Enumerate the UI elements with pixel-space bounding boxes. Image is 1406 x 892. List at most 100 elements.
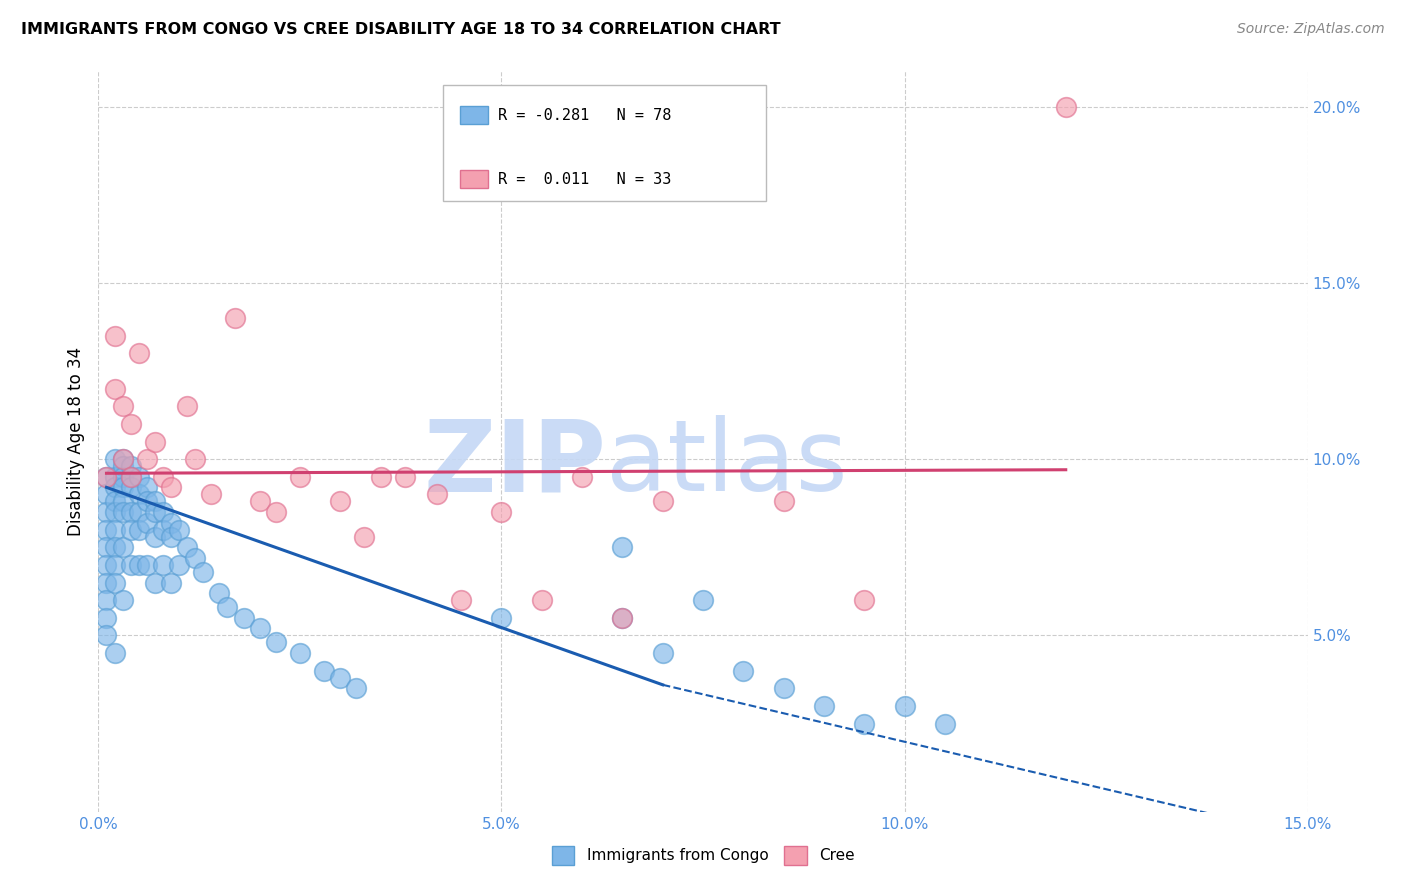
Point bbox=[1054, 100, 1077, 114]
Point bbox=[329, 494, 352, 508]
Point bbox=[96, 628, 118, 642]
Point bbox=[120, 470, 142, 484]
Point bbox=[111, 505, 134, 519]
Point bbox=[217, 600, 239, 615]
Point bbox=[491, 611, 513, 625]
Point bbox=[184, 452, 207, 467]
Point bbox=[651, 646, 673, 660]
Legend: Immigrants from Congo, Cree: Immigrants from Congo, Cree bbox=[546, 840, 860, 871]
Point bbox=[176, 541, 198, 555]
Point bbox=[176, 399, 198, 413]
Point bbox=[184, 550, 207, 565]
Point bbox=[288, 646, 311, 660]
Point bbox=[96, 593, 118, 607]
Point bbox=[96, 541, 118, 555]
Point bbox=[96, 470, 118, 484]
Point bbox=[96, 523, 118, 537]
Point bbox=[692, 593, 714, 607]
Point bbox=[264, 635, 287, 649]
Point bbox=[249, 494, 271, 508]
Point bbox=[530, 593, 553, 607]
Point bbox=[111, 470, 134, 484]
Point bbox=[128, 470, 150, 484]
Point bbox=[152, 558, 174, 572]
Point bbox=[96, 558, 118, 572]
Point bbox=[103, 558, 125, 572]
Point bbox=[934, 716, 956, 731]
Point bbox=[128, 558, 150, 572]
Point bbox=[208, 586, 231, 600]
Point bbox=[111, 452, 134, 467]
Point bbox=[103, 523, 125, 537]
Point bbox=[128, 487, 150, 501]
Point bbox=[612, 611, 634, 625]
Point bbox=[120, 417, 142, 431]
Point bbox=[394, 470, 416, 484]
Point bbox=[103, 541, 125, 555]
Point bbox=[143, 494, 166, 508]
Point bbox=[103, 382, 125, 396]
Point bbox=[853, 593, 876, 607]
Point bbox=[111, 593, 134, 607]
Point bbox=[103, 505, 125, 519]
Point bbox=[103, 328, 125, 343]
Point bbox=[160, 575, 183, 590]
Point bbox=[200, 487, 222, 501]
Point bbox=[813, 698, 835, 713]
Point bbox=[128, 346, 150, 360]
Point bbox=[167, 558, 190, 572]
Point bbox=[103, 470, 125, 484]
Point bbox=[135, 452, 157, 467]
Point bbox=[264, 505, 287, 519]
Point bbox=[249, 621, 271, 635]
Point bbox=[96, 611, 118, 625]
Point bbox=[143, 575, 166, 590]
Point bbox=[160, 530, 183, 544]
Point bbox=[111, 494, 134, 508]
Point bbox=[571, 470, 593, 484]
Point bbox=[152, 523, 174, 537]
Point bbox=[111, 459, 134, 474]
Point bbox=[103, 575, 125, 590]
Point bbox=[96, 470, 118, 484]
Point bbox=[120, 558, 142, 572]
Point bbox=[353, 530, 375, 544]
Point bbox=[224, 311, 246, 326]
Point bbox=[120, 505, 142, 519]
Point bbox=[772, 681, 794, 696]
Point bbox=[111, 541, 134, 555]
Point bbox=[120, 470, 142, 484]
Point bbox=[160, 480, 183, 494]
Point bbox=[612, 611, 634, 625]
Point bbox=[128, 505, 150, 519]
Point bbox=[152, 470, 174, 484]
Point bbox=[143, 434, 166, 449]
Point bbox=[167, 523, 190, 537]
Point bbox=[103, 480, 125, 494]
Point bbox=[135, 480, 157, 494]
Point bbox=[143, 530, 166, 544]
Point bbox=[344, 681, 367, 696]
Point bbox=[143, 505, 166, 519]
Point bbox=[120, 523, 142, 537]
Point bbox=[120, 480, 142, 494]
Point bbox=[135, 494, 157, 508]
Point bbox=[111, 480, 134, 494]
Text: R = -0.281   N = 78: R = -0.281 N = 78 bbox=[498, 108, 671, 122]
Point bbox=[111, 452, 134, 467]
Point bbox=[733, 664, 755, 678]
Point bbox=[152, 505, 174, 519]
Point bbox=[853, 716, 876, 731]
Point bbox=[612, 541, 634, 555]
Point bbox=[160, 516, 183, 530]
Text: ZIP: ZIP bbox=[423, 416, 606, 512]
Point bbox=[772, 494, 794, 508]
Point bbox=[96, 575, 118, 590]
Point bbox=[96, 505, 118, 519]
Point bbox=[103, 494, 125, 508]
Point bbox=[491, 505, 513, 519]
Point bbox=[96, 487, 118, 501]
Point bbox=[288, 470, 311, 484]
Point bbox=[103, 452, 125, 467]
Point bbox=[103, 646, 125, 660]
